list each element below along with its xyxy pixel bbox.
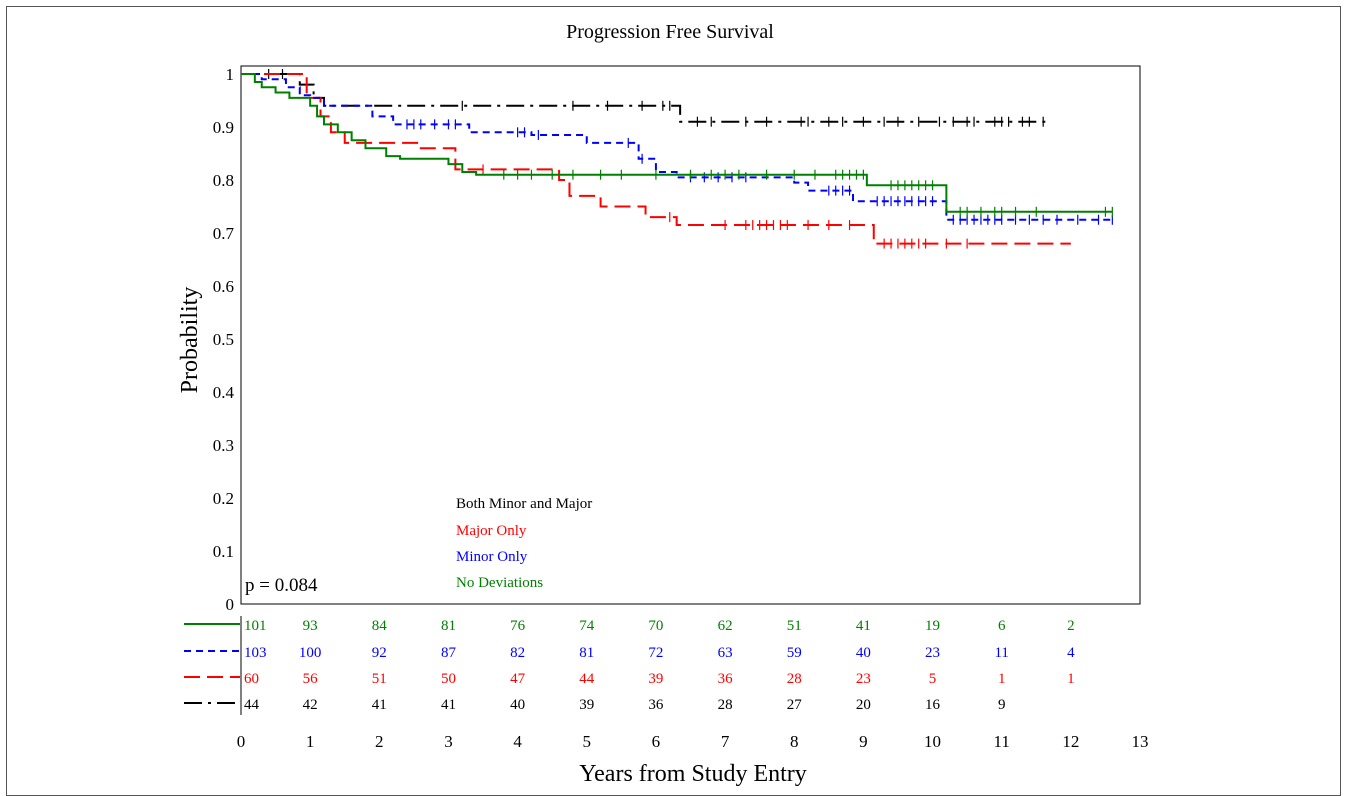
risk-count: 1: [1067, 671, 1075, 687]
risk-count: 44: [579, 671, 595, 687]
y-tick-label: 0.9: [213, 118, 234, 137]
x-tick-label: 13: [1132, 732, 1149, 751]
risk-count: 103: [244, 645, 267, 661]
x-tick-label: 2: [375, 732, 384, 751]
risk-count: 81: [579, 645, 594, 661]
y-tick-label: 1: [226, 65, 235, 84]
y-tick-label: 0.8: [213, 171, 234, 190]
x-tick-label: 8: [790, 732, 799, 751]
legend: Both Minor and Major Major Only Minor On…: [456, 496, 592, 591]
y-tick-label: 0.1: [213, 542, 234, 561]
x-tick-label: 11: [994, 732, 1010, 751]
risk-count: 23: [925, 645, 940, 661]
risk-count: 82: [510, 645, 525, 661]
x-tick-label: 7: [721, 732, 730, 751]
x-axis-label: Years from Study Entry: [579, 761, 807, 786]
series-line-1: [241, 73, 1051, 123]
survival-curves: [241, 69, 1113, 249]
x-tick-label: 6: [652, 732, 661, 751]
risk-count: 56: [303, 671, 319, 687]
risk-count: 9: [998, 697, 1006, 713]
risk-count: 41: [441, 697, 456, 713]
risk-count: 51: [787, 618, 802, 634]
series-line-2: [241, 73, 1071, 245]
risk-count: 6: [998, 618, 1006, 634]
risk-count: 36: [648, 697, 664, 713]
risk-count: 87: [441, 645, 457, 661]
risk-count: 42: [303, 697, 318, 713]
risk-count: 62: [718, 618, 733, 634]
risk-count: 1: [998, 671, 1006, 687]
risk-count: 5: [929, 671, 937, 687]
x-tick-label: 12: [1062, 732, 1079, 751]
risk-count: 72: [648, 645, 663, 661]
legend-both: Both Minor and Major: [456, 496, 592, 512]
risk-count: 39: [579, 697, 594, 713]
risk-count: 47: [510, 671, 526, 687]
risk-count: 16: [925, 697, 941, 713]
y-tick-label: 0.2: [213, 489, 234, 508]
y-axis-label: Probability: [177, 287, 203, 394]
x-tick-label: 10: [924, 732, 941, 751]
risk-count: 76: [510, 618, 526, 634]
risk-count: 44: [244, 697, 260, 713]
risk-count: 81: [441, 618, 456, 634]
risk-count: 11: [994, 645, 1008, 661]
risk-count: 41: [372, 697, 387, 713]
risk-count: 40: [510, 697, 525, 713]
risk-count: 23: [856, 671, 871, 687]
chart-title: Progression Free Survival: [566, 21, 774, 43]
risk-count: 2: [1067, 618, 1075, 634]
x-tick-label: 1: [306, 732, 315, 751]
risk-count: 51: [372, 671, 387, 687]
risk-count: 84: [372, 618, 388, 634]
y-axis-ticks: 0 0.1 0.2 0.3 0.4 0.5 0.6 0.7 0.8 0.9 1: [213, 65, 235, 614]
x-tick-label: 0: [237, 732, 246, 751]
risk-count: 20: [856, 697, 871, 713]
risk-count: 41: [856, 618, 871, 634]
risk-count: 70: [648, 618, 663, 634]
risk-count: 27: [787, 697, 803, 713]
risk-count: 60: [244, 671, 259, 687]
x-axis-ticks: 0 1 2 3 4 5 6 7 8 9 10 11 12 13: [237, 732, 1149, 751]
risk-count: 63: [718, 645, 733, 661]
risk-count: 74: [579, 618, 595, 634]
risk-count: 101: [244, 618, 267, 634]
risk-count: 4: [1067, 645, 1075, 661]
x-tick-label: 4: [513, 732, 522, 751]
y-tick-label: 0.5: [213, 330, 234, 349]
y-tick-label: 0.3: [213, 436, 234, 455]
risk-count: 92: [372, 645, 387, 661]
legend-none: No Deviations: [456, 575, 543, 591]
series-line-4: [241, 73, 1113, 213]
risk-count: 100: [299, 645, 322, 661]
risk-count: 36: [718, 671, 734, 687]
x-tick-label: 9: [859, 732, 868, 751]
y-tick-label: 0.7: [213, 224, 235, 243]
y-tick-label: 0.6: [213, 277, 234, 296]
x-tick-label: 5: [583, 732, 592, 751]
legend-minor: Minor Only: [456, 549, 528, 565]
risk-count: 59: [787, 645, 802, 661]
risk-count: 28: [718, 697, 733, 713]
x-tick-label: 3: [444, 732, 453, 751]
plot-area: [240, 65, 1141, 605]
risk-count: 28: [787, 671, 802, 687]
risk-count: 50: [441, 671, 456, 687]
risk-count: 39: [648, 671, 663, 687]
y-tick-label: 0.4: [213, 383, 235, 402]
y-tick-label: 0: [226, 595, 235, 614]
risk-count: 40: [856, 645, 871, 661]
risk-count: 19: [925, 618, 940, 634]
legend-major: Major Only: [456, 523, 527, 539]
p-value: p = 0.084: [245, 575, 318, 596]
risk-count: 93: [303, 618, 318, 634]
series-line-3: [241, 73, 1113, 221]
